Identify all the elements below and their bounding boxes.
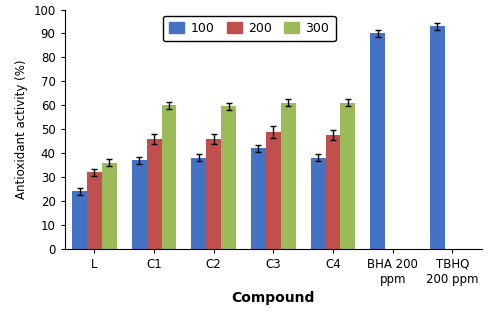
Bar (147, 139, 162, 249)
Bar (266, 132, 281, 249)
Bar (72, 191, 87, 249)
Bar (281, 103, 296, 249)
Legend: 100, 200, 300: 100, 200, 300 (163, 16, 335, 41)
Bar (326, 135, 340, 249)
Bar (370, 33, 385, 249)
Bar (132, 160, 147, 249)
Y-axis label: Antioxidant activity (%): Antioxidant activity (%) (15, 59, 28, 199)
Bar (102, 163, 117, 249)
Bar (191, 158, 206, 249)
Bar (87, 172, 102, 249)
X-axis label: Compound: Compound (232, 291, 315, 305)
Bar (340, 103, 355, 249)
Bar (430, 26, 445, 249)
Bar (221, 107, 236, 249)
Bar (162, 105, 176, 249)
Bar (311, 158, 326, 249)
Bar (206, 139, 221, 249)
Bar (251, 148, 266, 249)
